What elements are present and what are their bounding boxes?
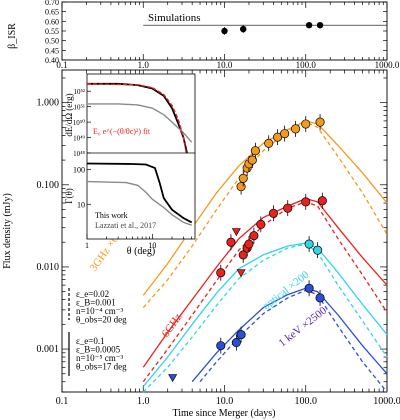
top-ytick-label: 0.70 xyxy=(45,0,59,7)
data-point xyxy=(301,119,311,129)
data-point xyxy=(304,283,314,293)
inset-bottom-ylabel: Γ(θ) xyxy=(64,188,74,204)
main-xtick-label-top: 1000.0 xyxy=(375,60,400,70)
data-point xyxy=(291,124,301,134)
model-line-dashed xyxy=(142,243,388,393)
main-xtick-label: 100.0 xyxy=(295,396,318,407)
top-data-point xyxy=(316,22,324,29)
inset-top-ytick-label: 10⁴⁹ xyxy=(73,135,85,143)
inset-background xyxy=(86,73,196,240)
data-point xyxy=(250,146,260,156)
data-point xyxy=(244,239,254,249)
top-panel: 0.400.450.500.550.600.650.70 β_ISR Simul… xyxy=(7,0,388,65)
data-point xyxy=(283,203,293,213)
upper-limit-marker xyxy=(236,269,246,278)
legend-dashed-text: θ_obs=20 deg xyxy=(76,315,127,325)
inset-lorentz-curve xyxy=(86,162,193,224)
top-ytick-label: 0.60 xyxy=(45,17,59,26)
main-xtick-label-top: 100.0 xyxy=(296,60,317,70)
inset-energy-curve xyxy=(86,83,187,154)
data-point xyxy=(236,182,246,192)
upper-limit-marker xyxy=(231,228,241,237)
inset-legend-this-work: This work xyxy=(95,211,128,220)
top-ytick-label: 0.40 xyxy=(45,56,59,65)
inset-top-ylabel: dE/dΩ (erg) xyxy=(64,93,74,136)
inset-bottom-ytick-label: 10 xyxy=(77,200,85,209)
inset-bottom-ytick-label: 100 xyxy=(73,166,85,175)
main-xtick-label-top: 10.0 xyxy=(217,60,233,70)
legend-dashed-text: n=10⁻⁴ cm⁻³ xyxy=(76,306,123,316)
main-ytick-label: 1.000 xyxy=(37,98,60,109)
main-xlabel: Time since Merger (days) xyxy=(172,408,275,419)
main-xtick-label-top: 0.1 xyxy=(56,60,67,70)
data-point xyxy=(304,239,314,249)
data-point xyxy=(264,138,274,148)
data-point xyxy=(231,338,241,348)
model-line-solid xyxy=(191,287,388,383)
main-ytick-label: 0.100 xyxy=(37,180,60,191)
model-line-dashed xyxy=(199,289,388,393)
inset-top-ytick-label: 10⁴⁸ xyxy=(73,150,85,158)
data-point xyxy=(236,330,246,340)
main-ytick-label: 0.010 xyxy=(37,262,60,273)
inset-top-ytick-label: 10⁵⁰ xyxy=(73,119,85,127)
main-xtick-label: 0.1 xyxy=(56,396,69,407)
top-ylabel: β_ISR xyxy=(7,23,18,49)
data-point xyxy=(247,155,257,165)
inset-fit-label: E₀ e^(−(θ/θc)²) fit xyxy=(93,127,151,136)
main-ytick-label: 0.001 xyxy=(37,344,60,355)
top-ytick-label: 0.55 xyxy=(45,27,59,36)
data-point xyxy=(226,237,236,247)
inset-top-ytick-label: 10⁵² xyxy=(73,88,85,96)
main-xtick-label: 1.0 xyxy=(137,396,150,407)
data-point xyxy=(216,268,226,278)
inset: 10⁴⁸ 10⁴⁹ 10⁵⁰ 10⁵¹ 10⁵² 10 100 1 10 dE/dΩ (erg)… xyxy=(64,73,196,257)
data-point xyxy=(256,219,266,229)
legend-solid-text: ε_e=0.1 xyxy=(76,336,105,346)
legend-dashed-text: ε_e=0.02 xyxy=(76,289,109,299)
data-point xyxy=(313,245,323,255)
top-ytick-label: 0.50 xyxy=(45,37,59,46)
inset-top-ytick-label: 10⁵¹ xyxy=(73,104,85,112)
inset-legend-lazzati: Lazzati et al., 2017 xyxy=(95,221,156,230)
data-point xyxy=(273,132,283,142)
main-xtick-label: 1000.0 xyxy=(373,396,400,407)
data-point xyxy=(249,231,259,241)
inset-lorentz-curve xyxy=(86,180,192,226)
legend-solid-text: ε_B=0.0005 xyxy=(76,345,121,355)
data-point xyxy=(317,196,327,206)
top-data-point xyxy=(240,25,247,33)
data-point xyxy=(301,197,311,207)
data-point xyxy=(238,173,248,183)
data-point xyxy=(280,129,290,139)
upper-limit-marker xyxy=(168,374,178,383)
main-xtick-label-top: 1.0 xyxy=(138,60,150,70)
label-xray: 1 keV ×2500 xyxy=(276,304,329,349)
main-panel: 0.001 0.010 0.100 1.000 0.1 0.1 1.0 1.0 10.0 10.… xyxy=(2,60,400,419)
data-point xyxy=(216,341,226,351)
top-ytick-label: 0.65 xyxy=(45,8,59,17)
simulations-label: Simulations xyxy=(148,12,201,24)
data-point xyxy=(315,293,325,303)
legend-solid-text: θ_obs=17 deg xyxy=(76,362,127,372)
top-data-point xyxy=(305,22,313,29)
legend-solid-text: n=10⁻⁵ cm⁻³ xyxy=(76,353,123,363)
top-ytick-label: 0.45 xyxy=(45,46,59,55)
top-data-point xyxy=(221,27,228,35)
main-xtick-label: 10.0 xyxy=(216,396,234,407)
legend-dashed-text: ε_B=0.001 xyxy=(76,298,116,308)
inset-xtick-label: 10 xyxy=(148,241,156,250)
model-line-solid xyxy=(142,242,388,387)
inset-xtick-label: 1 xyxy=(85,241,89,250)
data-point xyxy=(268,208,278,218)
data-point xyxy=(315,117,325,127)
inset-xlabel: θ (deg) xyxy=(127,246,155,257)
main-ylabel: Flux density (mJy) xyxy=(2,193,13,269)
